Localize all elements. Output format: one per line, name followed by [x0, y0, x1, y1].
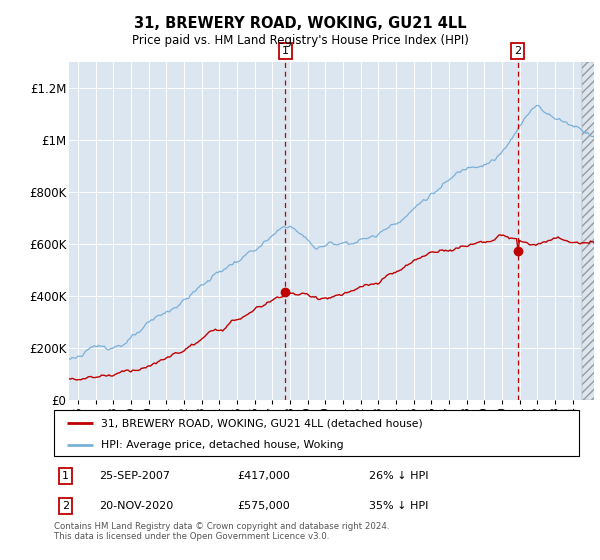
- Text: 35% ↓ HPI: 35% ↓ HPI: [369, 501, 428, 511]
- Text: £575,000: £575,000: [238, 501, 290, 511]
- Text: 26% ↓ HPI: 26% ↓ HPI: [369, 471, 428, 481]
- Text: Contains HM Land Registry data © Crown copyright and database right 2024.
This d: Contains HM Land Registry data © Crown c…: [54, 522, 389, 542]
- Text: 2: 2: [514, 46, 521, 56]
- Text: 25-SEP-2007: 25-SEP-2007: [98, 471, 170, 481]
- Text: Price paid vs. HM Land Registry's House Price Index (HPI): Price paid vs. HM Land Registry's House …: [131, 34, 469, 46]
- Text: HPI: Average price, detached house, Woking: HPI: Average price, detached house, Woki…: [101, 440, 344, 450]
- Text: 1: 1: [281, 46, 289, 56]
- Text: 2: 2: [62, 501, 69, 511]
- Text: 20-NOV-2020: 20-NOV-2020: [98, 501, 173, 511]
- Text: 31, BREWERY ROAD, WOKING, GU21 4LL (detached house): 31, BREWERY ROAD, WOKING, GU21 4LL (deta…: [101, 418, 423, 428]
- FancyBboxPatch shape: [54, 410, 579, 456]
- Text: £417,000: £417,000: [238, 471, 290, 481]
- Text: 1: 1: [62, 471, 69, 481]
- Bar: [581, 62, 600, 400]
- Text: 31, BREWERY ROAD, WOKING, GU21 4LL: 31, BREWERY ROAD, WOKING, GU21 4LL: [134, 16, 466, 31]
